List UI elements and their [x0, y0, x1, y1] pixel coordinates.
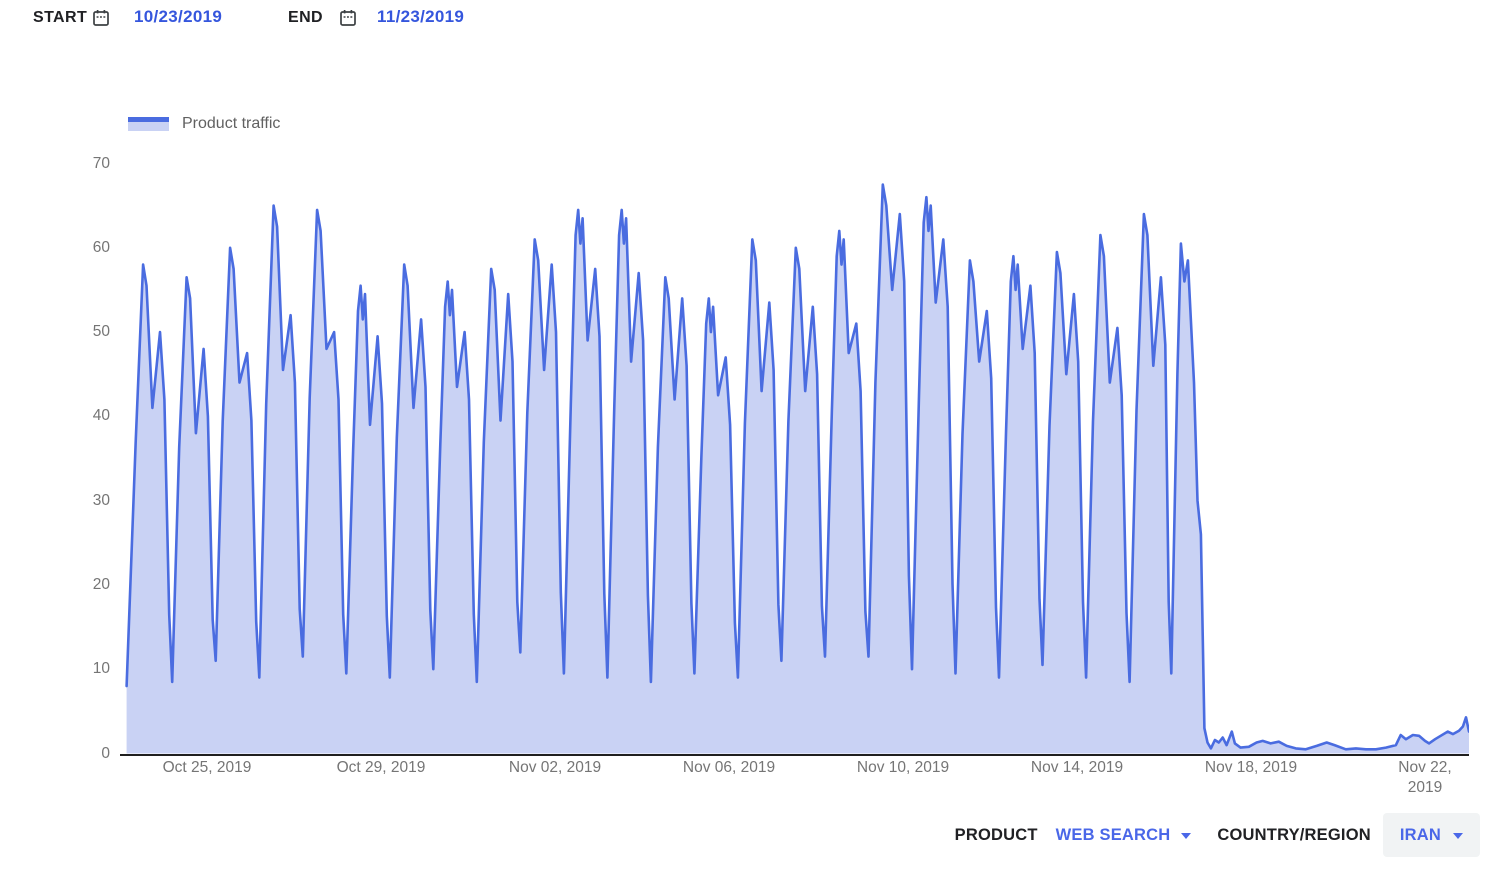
x-axis-tick-label: Oct 29, 2019	[336, 759, 426, 776]
x-axis-tick-label: Nov 18, 2019	[1204, 759, 1298, 776]
x-axis-tick-label: Oct 25, 2019	[162, 759, 252, 776]
legend: Product traffic	[128, 115, 280, 133]
legend-swatch	[128, 117, 169, 131]
calendar-icon-glyph	[340, 10, 356, 26]
product-dropdown[interactable]: WEB SEARCH	[1056, 826, 1192, 845]
country-label: COUNTRY/REGION	[1217, 825, 1371, 844]
chevron-down-icon	[1181, 833, 1192, 839]
product-label: PRODUCT	[954, 825, 1038, 844]
traffic-area-fill	[126, 184, 1469, 754]
end-label: END	[288, 9, 323, 26]
x-axis-tick-label: Nov 14, 2019	[1030, 759, 1124, 776]
y-axis-tick-label: 0	[101, 745, 110, 762]
x-axis-tick-label: Nov 10, 2019	[856, 759, 950, 776]
start-date-field[interactable]: 10/23/2019	[134, 7, 223, 26]
y-axis-tick-label: 10	[92, 660, 110, 677]
x-axis-tick-label: Nov 22, 2019	[1398, 759, 1452, 796]
calendar-icon[interactable]	[339, 9, 357, 32]
x-axis-tick-label: Nov 06, 2019	[682, 759, 776, 776]
y-axis-tick-label: 70	[92, 155, 110, 172]
y-axis-tick-label: 30	[92, 492, 110, 509]
legend-label: Product traffic	[182, 115, 281, 132]
y-axis-tick-label: 40	[92, 407, 110, 424]
country-dropdown[interactable]: IRAN	[1382, 813, 1480, 857]
chevron-down-icon	[1453, 833, 1463, 839]
traffic-line-series	[125, 183, 1469, 751]
chart-controls: PRODUCT WEB SEARCH COUNTRY/REGION IRAN	[955, 812, 1480, 858]
calendar-icon-glyph	[93, 10, 109, 26]
y-axis-tick-label: 50	[92, 323, 110, 340]
start-label: START	[33, 9, 88, 26]
x-axis-tick-label: Nov 02, 2019	[508, 759, 602, 776]
traffic-chart-plot[interactable]	[120, 160, 1469, 760]
y-axis-tick-label: 20	[92, 576, 110, 593]
calendar-icon[interactable]	[92, 9, 110, 32]
product-dropdown-value: WEB SEARCH	[1055, 825, 1171, 844]
end-date-field[interactable]: 11/23/2019	[377, 7, 465, 26]
y-axis-tick-label: 60	[92, 239, 110, 256]
country-dropdown-value: IRAN	[1399, 825, 1441, 844]
x-axis-line	[120, 754, 1469, 756]
